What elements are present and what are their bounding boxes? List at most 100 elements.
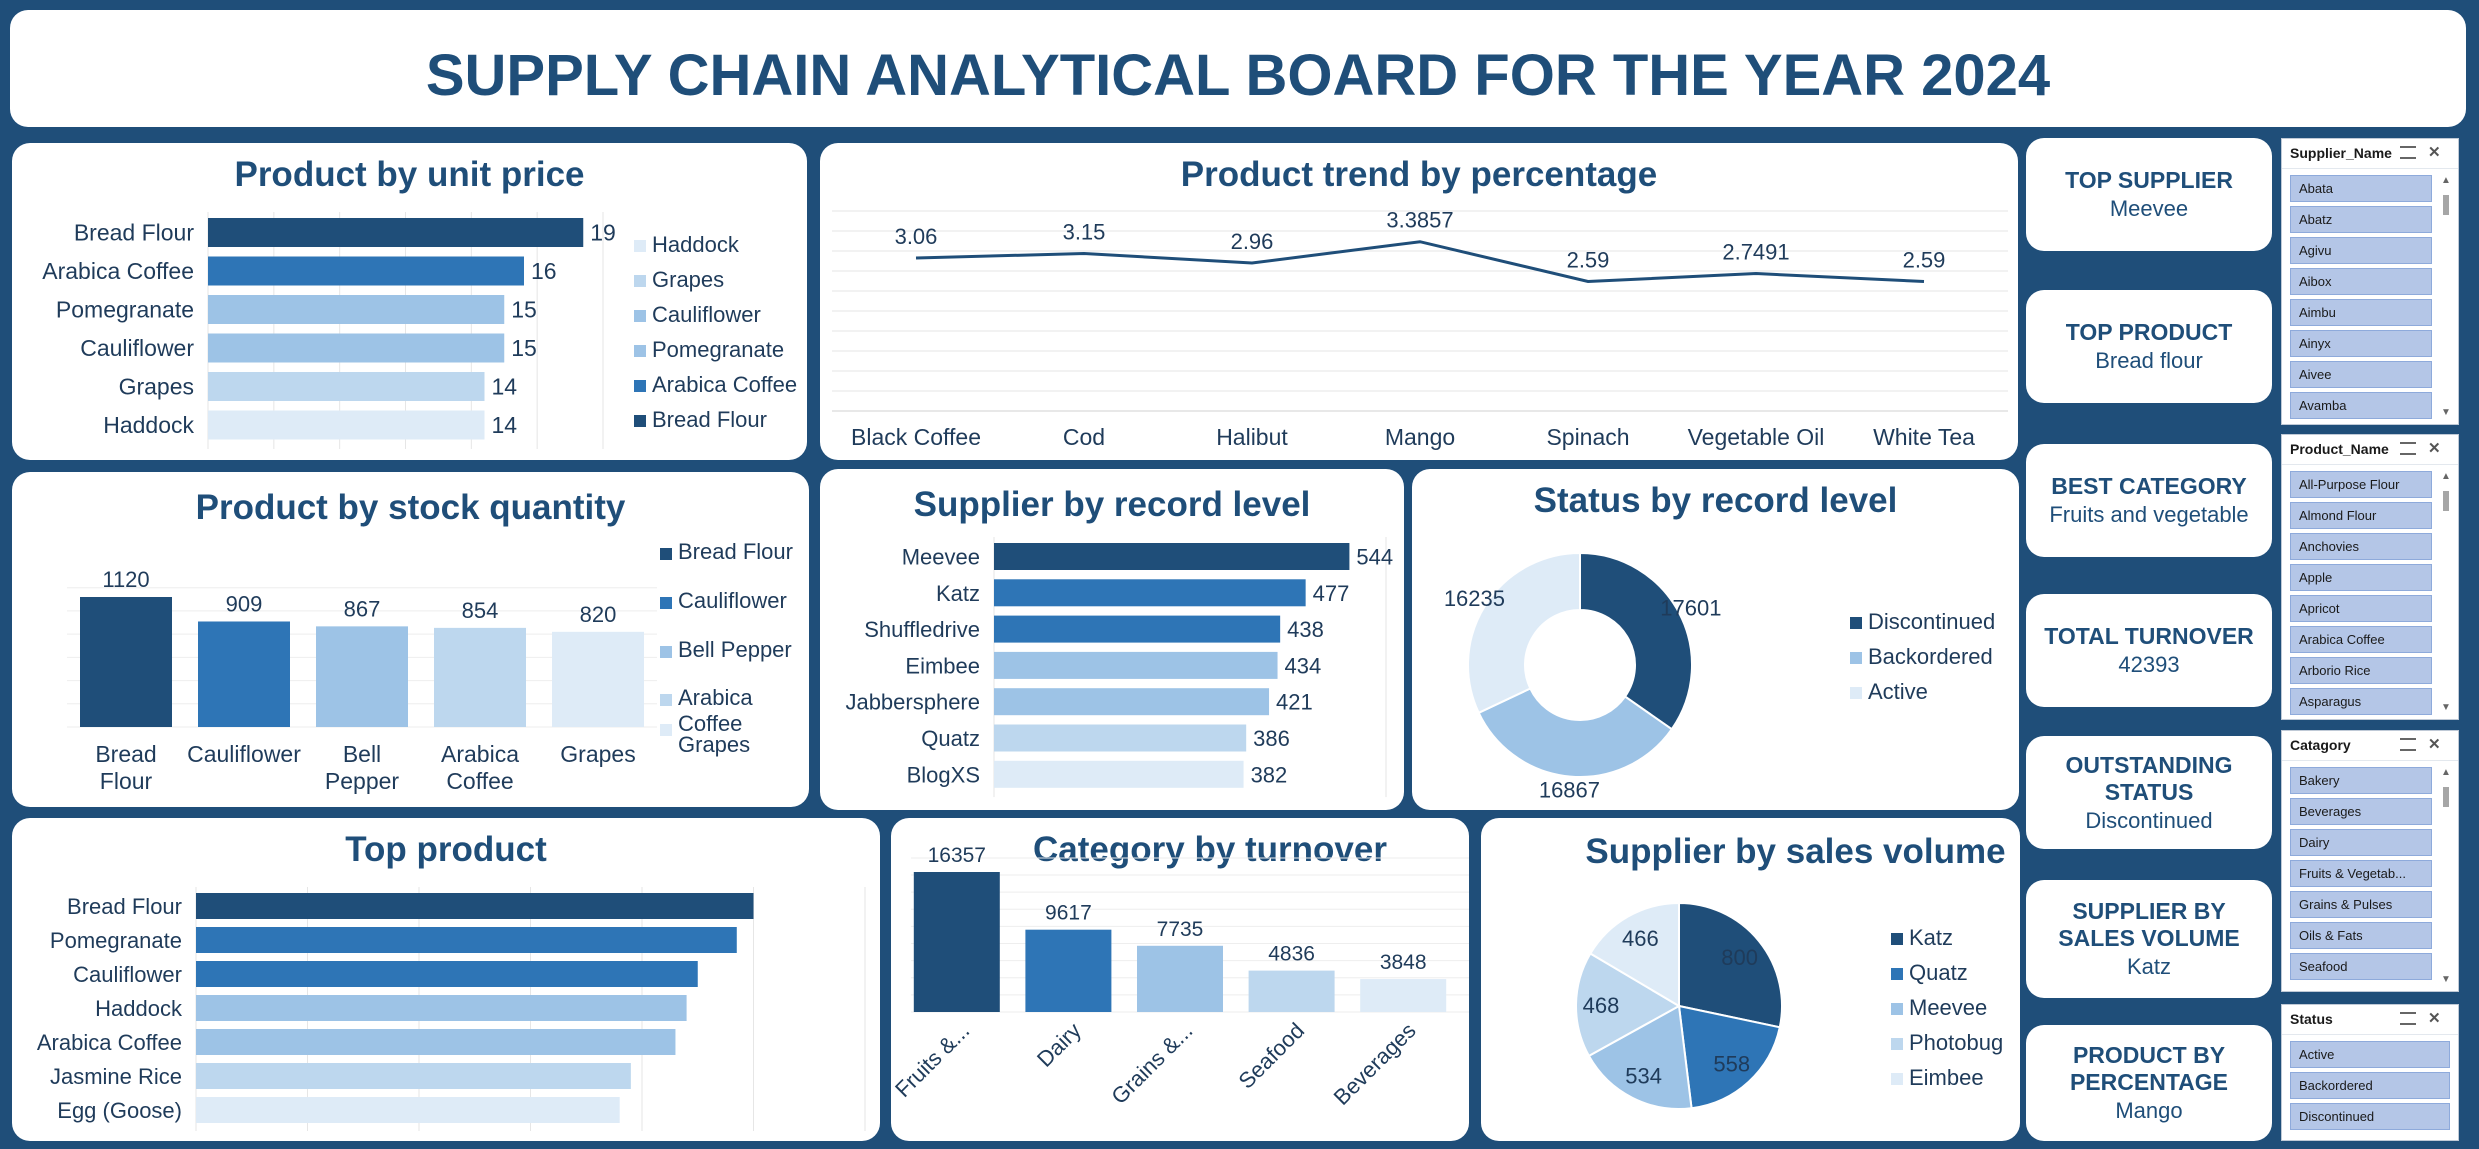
slicer-item[interactable]: Fruits & Vegetab... xyxy=(2290,860,2432,887)
legend-label: Cauliflower xyxy=(652,302,761,327)
slicer-item[interactable]: Agivu xyxy=(2290,237,2432,264)
slicer-item[interactable]: Aimbu xyxy=(2290,299,2432,326)
slicer-item[interactable]: Arborio Rice xyxy=(2290,657,2432,684)
legend-swatch xyxy=(634,345,646,357)
slicer-item[interactable]: Ainyx xyxy=(2290,330,2432,357)
bar xyxy=(208,218,584,247)
slicer-item[interactable]: Arabica Coffee xyxy=(2290,626,2432,653)
multi-select-icon[interactable] xyxy=(2400,146,2416,159)
data-label: 16235 xyxy=(1444,586,1505,611)
data-label: 800 xyxy=(1721,945,1758,970)
slicer-scrollbar[interactable]: ▲ ▼ xyxy=(2440,175,2452,418)
multi-select-icon[interactable] xyxy=(2400,738,2416,751)
bar xyxy=(1025,929,1112,1012)
top-product-panel: Top product Bread Flour Pomegranate Caulif… xyxy=(12,818,880,1141)
slicer-scrollbar[interactable]: ▲ ▼ xyxy=(2440,767,2452,985)
slicer-item[interactable]: Grains & Pulses xyxy=(2290,891,2432,918)
slicer-item[interactable]: Bakery xyxy=(2290,767,2432,794)
clear-filter-icon[interactable]: ✕ xyxy=(2428,440,2441,457)
scroll-up-icon[interactable]: ▲ xyxy=(2441,471,2451,482)
scroll-thumb[interactable] xyxy=(2443,491,2449,511)
legend-label: Cauliflower xyxy=(678,588,787,613)
title-banner: SUPPLY CHAIN ANALYTICAL BOARD FOR THE YE… xyxy=(10,10,2466,127)
bar xyxy=(994,760,1244,788)
slicer-item[interactable]: Anchovies xyxy=(2290,533,2432,560)
slicer-item[interactable]: Abatz xyxy=(2290,206,2432,233)
bar xyxy=(994,615,1281,643)
slicer-item[interactable]: Backordered xyxy=(2290,1072,2450,1099)
bar xyxy=(196,1029,676,1055)
multi-select-icon[interactable] xyxy=(2400,442,2416,455)
slicer-item[interactable]: Active xyxy=(2290,1041,2450,1068)
slicer-item[interactable]: Aivee xyxy=(2290,361,2432,388)
tick-label: Cauliflower xyxy=(73,962,182,987)
tick-label: Pomegranate xyxy=(50,928,182,953)
clear-filter-icon[interactable]: ✕ xyxy=(2428,1010,2441,1027)
slicer-item[interactable]: Apple xyxy=(2290,564,2432,591)
slicer-item[interactable]: All-Purpose Flour xyxy=(2290,471,2432,498)
tick-label: Cod xyxy=(1063,424,1105,450)
tick-label: Beverages xyxy=(1329,1018,1421,1110)
tick-label: Eimbee xyxy=(905,653,980,678)
category-turnover-title: Category by turnover xyxy=(1033,830,1387,869)
data-label: 468 xyxy=(1583,993,1620,1018)
data-label: 2.59 xyxy=(1903,248,1946,273)
slicer-item[interactable]: Asparagus xyxy=(2290,688,2432,715)
tick-label: Jasmine Rice xyxy=(50,1064,182,1089)
bar xyxy=(994,543,1350,570)
slicer-item[interactable]: Seafood xyxy=(2290,953,2432,980)
data-label: 7735 xyxy=(1157,918,1204,941)
slicer-item[interactable]: Apricot xyxy=(2290,595,2432,622)
scroll-down-icon[interactable]: ▼ xyxy=(2441,974,2451,985)
slicer-item[interactable]: Oils & Fats xyxy=(2290,922,2432,949)
legend-label: Bread Flour xyxy=(678,539,793,564)
legend-label: Meevee xyxy=(1909,995,1987,1020)
legend-label: Arabica xyxy=(678,685,753,710)
slicer-items: Active Backordered Discontinued xyxy=(2290,1041,2450,1136)
slicer-scrollbar[interactable]: ▲ ▼ xyxy=(2440,471,2452,713)
tick-label: Katz xyxy=(936,581,980,606)
scroll-thumb[interactable] xyxy=(2443,787,2449,807)
legend-swatch xyxy=(660,694,672,706)
slicer-item[interactable]: Avamba xyxy=(2290,392,2432,419)
multi-select-icon[interactable] xyxy=(2400,1012,2416,1025)
scroll-down-icon[interactable]: ▼ xyxy=(2441,407,2451,418)
slicer-item[interactable]: Abata xyxy=(2290,175,2432,202)
slicer-item[interactable]: Discontinued xyxy=(2290,1103,2450,1130)
slice xyxy=(1575,952,1682,1058)
legend-swatch xyxy=(660,646,672,658)
data-label: 3.06 xyxy=(895,224,938,249)
data-label: 9617 xyxy=(1045,902,1092,925)
legend-label: Grapes xyxy=(652,267,724,292)
series-line xyxy=(915,240,1925,284)
bar xyxy=(434,627,526,727)
scroll-up-icon[interactable]: ▲ xyxy=(2441,175,2451,186)
slicer-title: Supplier_Name xyxy=(2290,145,2392,161)
bar xyxy=(994,651,1278,679)
legend-label: Bread Flour xyxy=(652,407,767,432)
legend-label: Katz xyxy=(1909,925,1953,950)
scroll-thumb[interactable] xyxy=(2443,195,2449,215)
slicer-item[interactable]: Almond Flour xyxy=(2290,502,2432,529)
data-label: 558 xyxy=(1713,1051,1750,1076)
tick-label: Coffee xyxy=(446,768,513,794)
kpi-supplier-sales: SUPPLIER BY SALES VOLUME Katz xyxy=(2026,880,2272,998)
slicer-item[interactable]: Dairy xyxy=(2290,829,2432,856)
data-label: 2.96 xyxy=(1231,229,1274,254)
tick-label: Pomegranate xyxy=(56,297,194,323)
bar xyxy=(316,626,408,727)
slicer-item[interactable]: Aibox xyxy=(2290,268,2432,295)
kpi-top-supplier: TOP SUPPLIER Meevee xyxy=(2026,138,2272,251)
clear-filter-icon[interactable]: ✕ xyxy=(2428,144,2441,161)
legend-swatch xyxy=(634,310,646,322)
trend-chart: Black Coffee 3.06 Cod 3.15 Halibut 2.96 Mango 3… xyxy=(832,208,2008,450)
data-label: 382 xyxy=(1251,762,1288,787)
clear-filter-icon[interactable]: ✕ xyxy=(2428,736,2441,753)
tick-label: Black Coffee xyxy=(851,424,981,450)
slicer-item[interactable]: Beverages xyxy=(2290,798,2432,825)
data-label: 16867 xyxy=(1539,778,1600,803)
scroll-up-icon[interactable]: ▲ xyxy=(2441,767,2451,778)
legend-label: Active xyxy=(1868,679,1928,704)
scroll-down-icon[interactable]: ▼ xyxy=(2441,702,2451,713)
